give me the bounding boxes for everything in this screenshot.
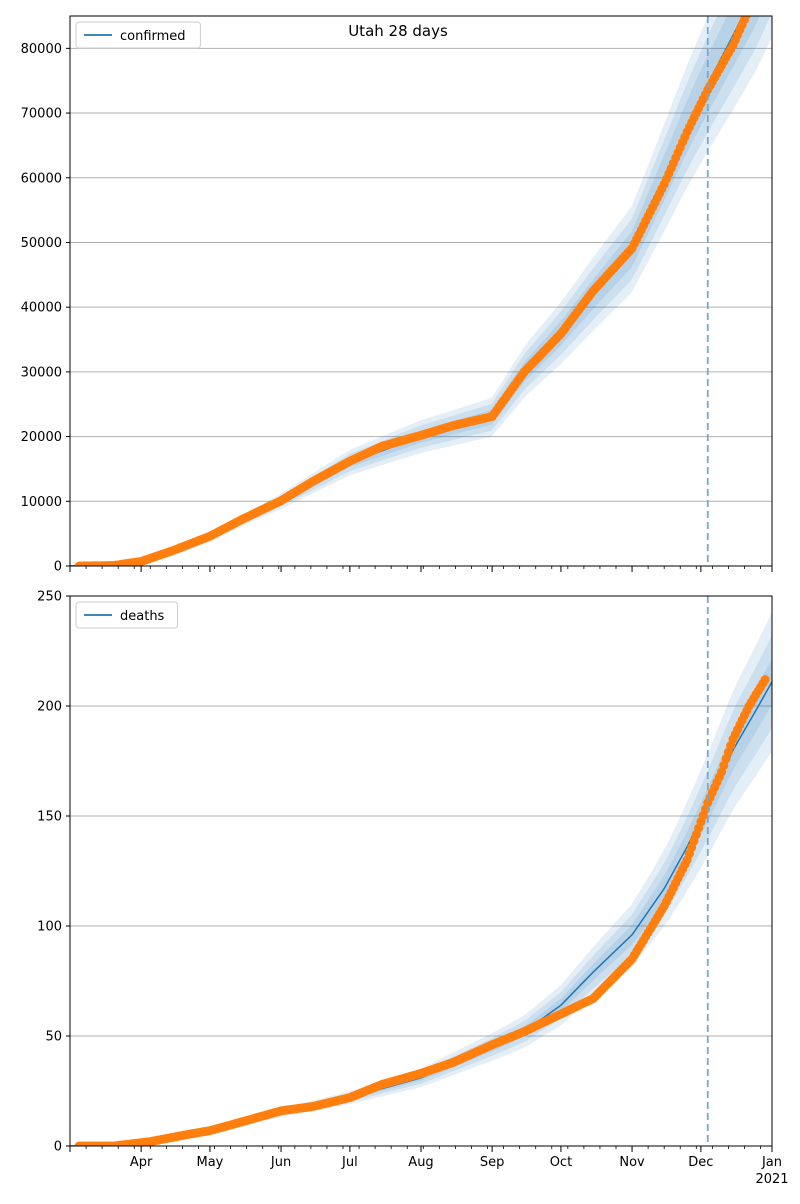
y-tick-label: 0	[54, 560, 62, 575]
legend-label: confirmed	[120, 29, 186, 44]
x-tick-label: Nov	[619, 1155, 645, 1170]
y-tick-label: 70000	[21, 107, 62, 122]
y-tick-label: 10000	[21, 495, 62, 510]
x-tick-label: Aug	[408, 1155, 433, 1170]
y-tick-label: 80000	[21, 42, 62, 57]
observed-point	[760, 675, 770, 685]
x-tick-year-label: 2021	[755, 1172, 788, 1187]
observed-point	[742, 16, 752, 20]
x-tick-label: Apr	[130, 1155, 153, 1170]
uncertainty-band-3	[70, 16, 772, 566]
x-tick-label: Sep	[480, 1155, 505, 1170]
legend-box	[75, 601, 179, 629]
legend-label: deaths	[120, 609, 165, 624]
x-tick-label: Jul	[341, 1155, 358, 1170]
y-tick-label: 50	[45, 1030, 62, 1045]
x-tick-label: Oct	[550, 1155, 572, 1170]
uncertainty-band-2	[70, 16, 771, 566]
confirmed-panel: 0 10000 20000 30000 40000 50000 60000 70000 8000…	[21, 15, 773, 575]
x-tick-label: Dec	[688, 1155, 713, 1170]
deaths-panel: 0 50 100 150 200 250 Apr May Jun Jul Aug Sep Oct Nov D…	[37, 590, 788, 1188]
y-tick-label: 250	[37, 590, 62, 605]
plot-area	[70, 16, 772, 566]
legend: deaths	[75, 601, 179, 629]
y-tick-label: 0	[54, 1140, 62, 1155]
legend-box	[75, 21, 201, 49]
x-tick-label: Jun	[270, 1155, 291, 1170]
plot-area	[70, 612, 772, 1146]
x-tick-label: May	[196, 1155, 223, 1170]
y-tick-label: 60000	[21, 171, 62, 186]
y-tick-label: 40000	[21, 301, 62, 316]
x-tick-label: Jan	[761, 1155, 782, 1170]
y-tick-label: 20000	[21, 430, 62, 445]
y-tick-label: 30000	[21, 365, 62, 380]
y-tick-label: 50000	[21, 236, 62, 251]
y-tick-label: 150	[37, 810, 62, 825]
y-tick-label: 200	[37, 700, 62, 715]
legend: confirmed	[75, 21, 201, 49]
y-tick-label: 100	[37, 920, 62, 935]
chart-title: Utah 28 days	[348, 22, 448, 40]
